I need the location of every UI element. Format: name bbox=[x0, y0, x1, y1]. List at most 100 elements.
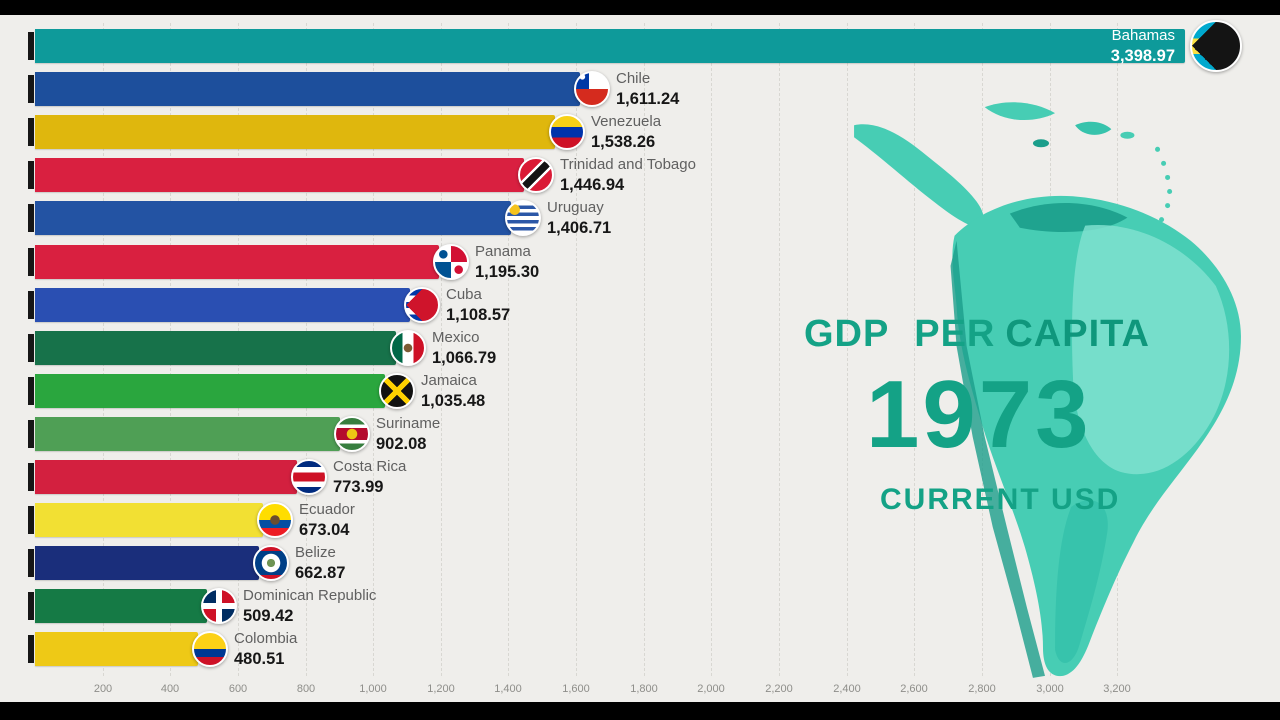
letterbox-bottom bbox=[0, 702, 1280, 720]
bar-label: Costa Rica 773.99 bbox=[333, 457, 406, 497]
country-name: Costa Rica bbox=[333, 458, 407, 475]
bar-colombia bbox=[35, 632, 198, 666]
unit-label: CURRENT USD bbox=[880, 483, 1121, 516]
bar-mexico bbox=[35, 331, 396, 365]
bar-row: Cuba 1,108.57 bbox=[28, 285, 1280, 325]
gridline bbox=[914, 23, 915, 676]
country-value: 1,108.57 bbox=[446, 306, 511, 324]
category-tick bbox=[28, 75, 34, 103]
country-value: 3,398.97 bbox=[1110, 47, 1175, 65]
bar-suriname bbox=[35, 417, 340, 451]
country-name: Bahamas bbox=[1111, 27, 1175, 44]
country-value: 902.08 bbox=[376, 435, 427, 453]
category-tick bbox=[28, 204, 34, 232]
x-tick-label: 3,000 bbox=[1036, 683, 1064, 695]
bar-row: Belize 662.87 bbox=[28, 543, 1280, 583]
bar-row: Bahamas 3,398.97 bbox=[28, 20, 1280, 72]
flag-panama-icon bbox=[433, 244, 469, 280]
flag-trinidad-and-tobago-icon bbox=[518, 157, 554, 193]
x-tick-label: 1,800 bbox=[630, 683, 658, 695]
x-tick-label: 2,000 bbox=[697, 683, 725, 695]
latin-america-map-svg bbox=[854, 102, 1241, 678]
bar-label: Dominican Republic 509.42 bbox=[243, 586, 376, 626]
letterbox-top bbox=[0, 0, 1280, 15]
category-tick bbox=[28, 592, 34, 620]
x-tick-label: 3,200 bbox=[1103, 683, 1131, 695]
category-tick bbox=[28, 161, 34, 189]
country-value: 1,446.94 bbox=[560, 176, 625, 194]
bar-row: Suriname 902.08 bbox=[28, 415, 1280, 453]
x-tick-label: 800 bbox=[296, 683, 316, 695]
country-value: 773.99 bbox=[333, 478, 384, 496]
x-tick-label: 2,200 bbox=[765, 683, 793, 695]
x-tick-label: 1,400 bbox=[494, 683, 522, 695]
flag-costa-rica-icon bbox=[291, 459, 327, 495]
bar-row: Dominican Republic 509.42 bbox=[28, 586, 1280, 626]
flag-venezuela-icon bbox=[549, 114, 585, 150]
x-tick-label: 1,200 bbox=[427, 683, 455, 695]
bar-label: Bahamas 3,398.97 bbox=[935, 26, 1175, 66]
flag-colombia-icon bbox=[192, 631, 228, 667]
category-tick bbox=[28, 635, 34, 663]
country-name: Panama bbox=[475, 243, 531, 260]
year-label: 1973 bbox=[866, 361, 1092, 468]
map-venezuela bbox=[1009, 203, 1128, 232]
bar-bahamas bbox=[35, 29, 1185, 63]
x-tick-label: 1,000 bbox=[359, 683, 387, 695]
x-tick-label: 2,800 bbox=[968, 683, 996, 695]
bar-label: Mexico 1,066.79 bbox=[432, 328, 496, 368]
flag-bahamas-icon bbox=[1190, 20, 1242, 72]
gridline bbox=[847, 23, 848, 676]
map-brazil bbox=[1072, 225, 1230, 475]
bar-row: Panama 1,195.30 bbox=[28, 243, 1280, 281]
bar-label: Belize 662.87 bbox=[295, 543, 345, 583]
country-value: 1,195.30 bbox=[475, 263, 540, 281]
bar-chart: Bahamas 3,398.97 Chile 1,611.24 Venezuela 1,5… bbox=[0, 15, 1280, 702]
bar-label: Trinidad and Tobago 1,446.94 bbox=[560, 155, 696, 195]
gridline bbox=[779, 23, 780, 676]
category-tick bbox=[28, 334, 34, 362]
country-name: Colombia bbox=[234, 630, 298, 647]
map-andes bbox=[950, 240, 1045, 678]
bar-dominican-republic bbox=[35, 589, 207, 623]
bar-row: Costa Rica 773.99 bbox=[28, 457, 1280, 497]
bar-row: Uruguay 1,406.71 bbox=[28, 199, 1280, 237]
gridline bbox=[644, 23, 645, 676]
flag-dominican-republic-icon bbox=[201, 588, 237, 624]
country-name: Cuba bbox=[446, 286, 482, 303]
category-tick bbox=[28, 32, 34, 60]
bar-trinidad-and-tobago bbox=[35, 158, 524, 192]
bar-label: Colombia 480.51 bbox=[234, 629, 297, 669]
flag-belize-icon bbox=[253, 545, 289, 581]
bar-row: Mexico 1,066.79 bbox=[28, 328, 1280, 368]
flag-suriname-icon bbox=[334, 416, 370, 452]
bar-row: Trinidad and Tobago 1,446.94 bbox=[28, 155, 1280, 195]
country-name: Uruguay bbox=[547, 199, 604, 216]
country-value: 1,406.71 bbox=[547, 219, 612, 237]
flag-ecuador-icon bbox=[257, 502, 293, 538]
category-tick bbox=[28, 506, 34, 534]
country-value: 1,066.79 bbox=[432, 349, 497, 367]
gridline bbox=[508, 23, 509, 676]
bar-row: Chile 1,611.24 bbox=[28, 70, 1280, 108]
country-name: Chile bbox=[616, 70, 651, 87]
country-name: Mexico bbox=[432, 329, 480, 346]
bar-jamaica bbox=[35, 374, 385, 408]
country-name: Belize bbox=[295, 544, 336, 561]
country-name: Dominican Republic bbox=[243, 587, 377, 604]
gridline bbox=[441, 23, 442, 676]
bar-label: Cuba 1,108.57 bbox=[446, 285, 510, 325]
country-name: Jamaica bbox=[421, 372, 477, 389]
map-puerto-rico bbox=[1120, 131, 1135, 139]
flag-mexico-icon bbox=[390, 330, 426, 366]
latin-america-map bbox=[830, 85, 1260, 700]
x-tick-label: 2,400 bbox=[833, 683, 861, 695]
map-central-america bbox=[854, 124, 984, 228]
bar-row: Jamaica 1,035.48 bbox=[28, 372, 1280, 410]
x-tick-label: 600 bbox=[228, 683, 248, 695]
category-tick bbox=[28, 291, 34, 319]
bar-row: Colombia 480.51 bbox=[28, 629, 1280, 669]
chart-title: GDP PER CAPITA bbox=[772, 313, 1182, 356]
flag-jamaica-icon bbox=[379, 373, 415, 409]
bar-panama bbox=[35, 245, 439, 279]
